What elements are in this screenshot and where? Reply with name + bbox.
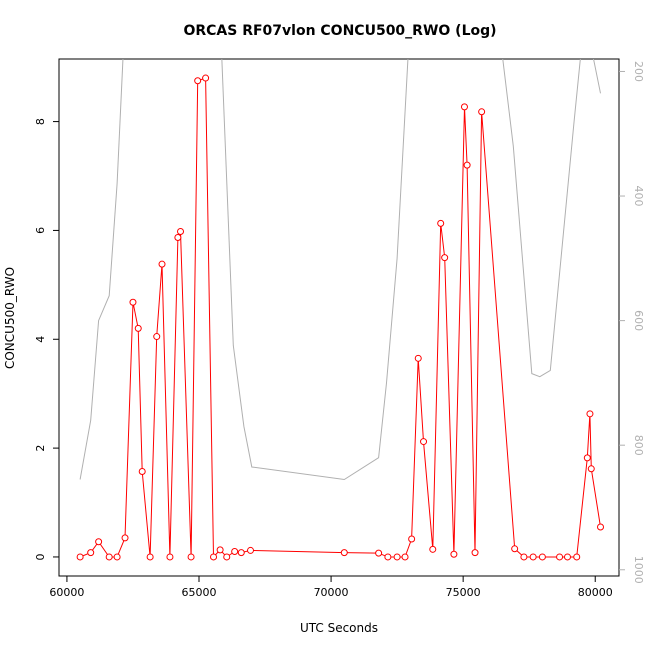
data-point xyxy=(76,553,84,561)
data-point xyxy=(231,548,239,556)
data-point xyxy=(166,553,174,561)
data-point xyxy=(95,538,103,546)
data-point xyxy=(237,549,245,557)
data-point xyxy=(146,553,154,561)
data-point xyxy=(586,410,594,418)
chart-title: ORCAS RF07vlon CONCU500_RWO (Log) xyxy=(183,23,496,39)
data-point xyxy=(437,219,445,227)
chart-marks: 60000 65000 70000 75000 80000 0 2 4 6 8 200 400 600 8… xyxy=(34,59,645,599)
data-point xyxy=(429,545,437,553)
data-point xyxy=(177,228,185,236)
y-tick-label: 4 xyxy=(34,336,47,343)
data-point xyxy=(408,535,416,543)
data-point xyxy=(573,553,581,561)
data-point xyxy=(587,465,595,473)
data-point xyxy=(450,550,458,558)
data-point xyxy=(158,260,166,268)
data-point xyxy=(138,468,146,476)
data-point xyxy=(393,553,401,561)
data-point xyxy=(210,553,218,561)
data-point xyxy=(414,354,422,362)
data-point xyxy=(134,324,142,332)
data-point xyxy=(216,546,224,554)
x-tick-label: 60000 xyxy=(49,586,84,599)
y-tick-label: 2 xyxy=(34,445,47,452)
series-line xyxy=(79,77,601,559)
data-point xyxy=(583,454,591,462)
data-point xyxy=(129,298,137,306)
data-point xyxy=(223,553,231,561)
right-tick-label: 1000 xyxy=(632,556,645,584)
data-point xyxy=(420,438,428,446)
x-tick-label: 75000 xyxy=(446,586,481,599)
data-point xyxy=(153,333,161,341)
data-point xyxy=(121,534,129,542)
x-axis-label: UTC Seconds xyxy=(300,621,378,635)
data-point xyxy=(340,549,348,557)
data-point xyxy=(384,553,392,561)
data-point xyxy=(478,108,486,116)
data-point xyxy=(187,553,195,561)
data-point xyxy=(538,553,546,561)
y-tick-label: 0 xyxy=(34,553,47,560)
y-tick-label: 8 xyxy=(34,118,47,125)
data-point xyxy=(87,549,95,557)
data-point xyxy=(441,254,449,262)
y-tick-label: 6 xyxy=(34,227,47,234)
right-tick-label: 200 xyxy=(632,61,645,82)
data-point xyxy=(471,549,479,557)
data-point xyxy=(105,553,113,561)
secondary-series-line xyxy=(79,59,601,481)
data-point xyxy=(463,161,471,169)
y-axis-label: CONCU500_RWO xyxy=(3,267,17,369)
data-point xyxy=(247,546,255,554)
plot-frame xyxy=(58,58,620,577)
data-point xyxy=(401,553,409,561)
data-point xyxy=(375,549,383,557)
data-point xyxy=(194,77,202,85)
data-point xyxy=(113,553,121,561)
x-tick-label: 80000 xyxy=(578,586,613,599)
data-point xyxy=(174,234,182,242)
data-point xyxy=(563,553,571,561)
data-point xyxy=(511,545,519,553)
right-tick-label: 600 xyxy=(632,310,645,331)
data-point xyxy=(460,103,468,111)
data-point xyxy=(520,553,528,561)
data-point xyxy=(556,553,564,561)
right-tick-label: 800 xyxy=(632,435,645,456)
data-point xyxy=(597,523,605,531)
x-tick-label: 70000 xyxy=(314,586,349,599)
data-point xyxy=(529,553,537,561)
x-tick-label: 65000 xyxy=(182,586,217,599)
data-point xyxy=(202,74,210,82)
right-tick-label: 400 xyxy=(632,186,645,207)
